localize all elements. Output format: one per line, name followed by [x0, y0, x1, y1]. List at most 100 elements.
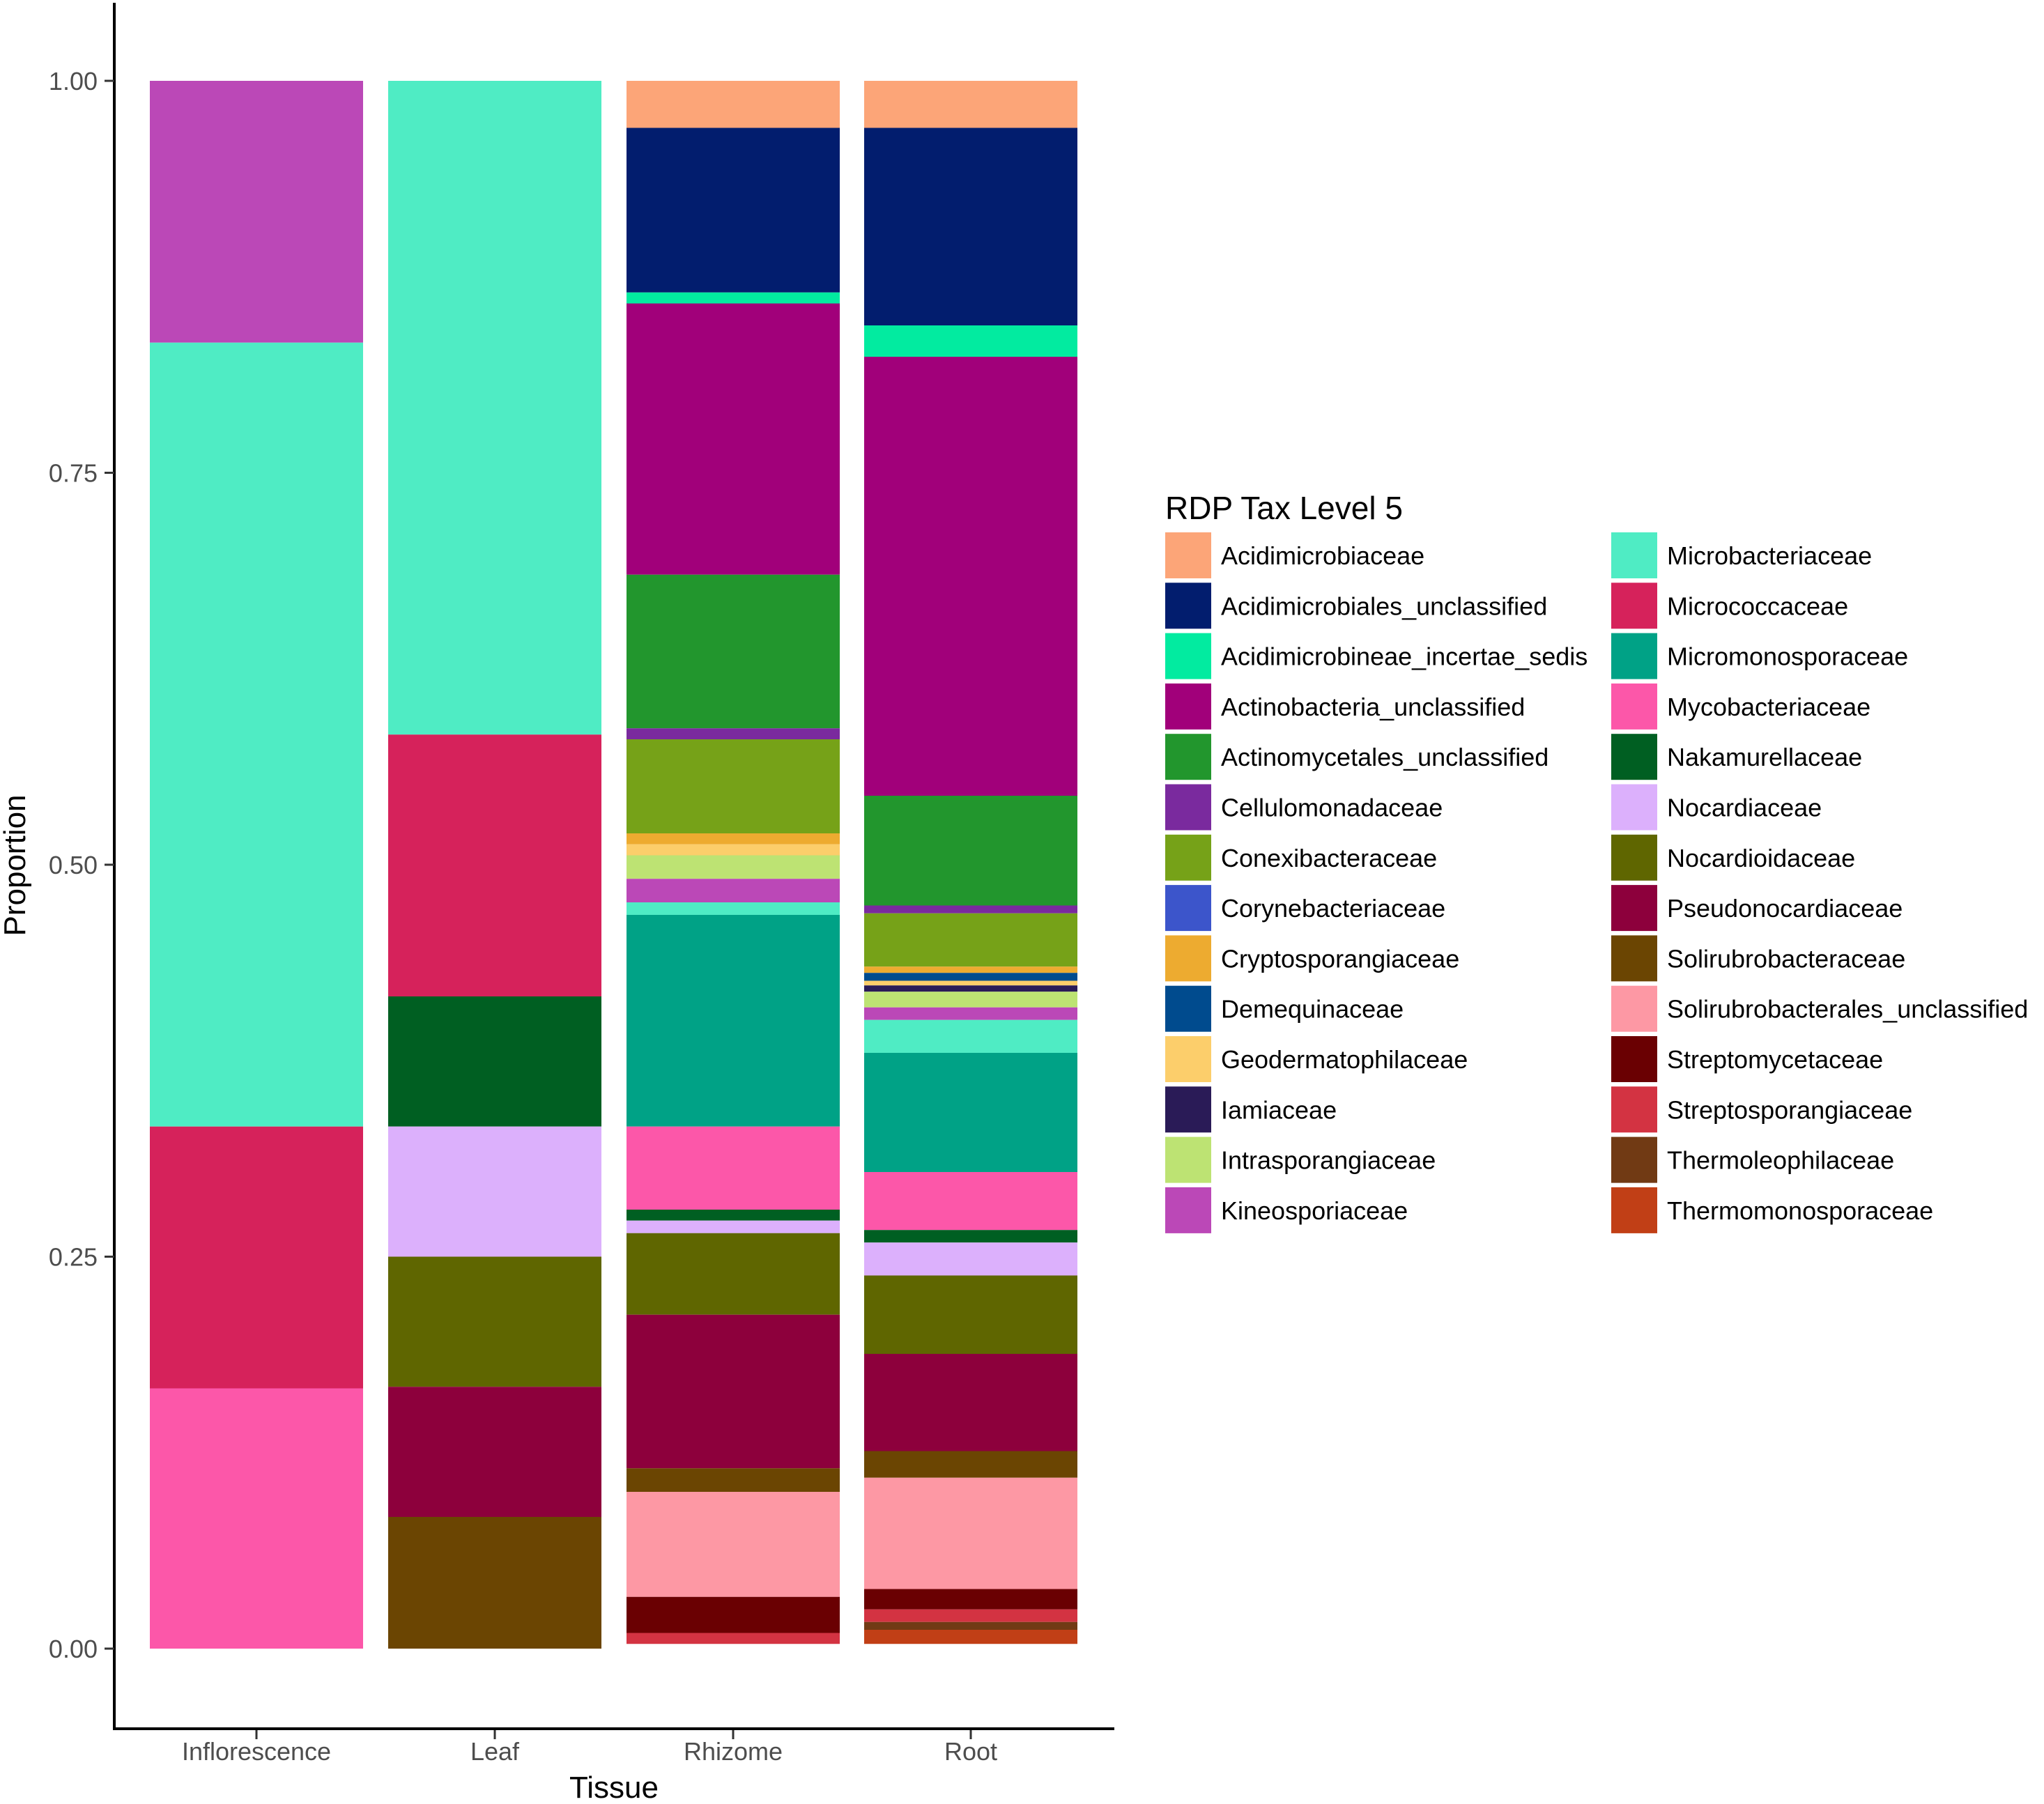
legend-label: Cryptosporangiaceae	[1221, 944, 1459, 973]
legend-label: Streptosporangiaceae	[1667, 1095, 1912, 1124]
axes-layer	[113, 3, 1114, 1730]
bar-segment-root-micromonosporaceae	[864, 1053, 1077, 1172]
y-ticks: 0.00 0.25 0.50 0.75 1.00	[49, 67, 114, 1663]
legend-item-nakamurellaceae: Nakamurellaceae	[1611, 734, 1862, 780]
bar-segment-root-iamiaceae	[864, 985, 1077, 992]
bar-segment-root-streptosporangiaceae	[864, 1609, 1077, 1622]
legend-swatch	[1611, 583, 1657, 629]
legend-swatch	[1165, 834, 1211, 881]
legend-label: Actinobacteria_unclassified	[1221, 693, 1525, 721]
legend-swatch	[1165, 985, 1211, 1032]
legend-label: Solirubrobacterales_unclassified	[1667, 995, 2028, 1024]
bar-segment-rhizome-cryptosporangiaceae	[627, 833, 840, 845]
legend-label: Actinomycetales_unclassified	[1221, 743, 1549, 771]
legend-label: Nocardiaceae	[1667, 794, 1822, 822]
bar-segment-root-actinomycetales-unclassified	[864, 796, 1077, 906]
x-ticks: Inflorescence Leaf Rhizome Root	[182, 1730, 997, 1766]
legend-item-streptomycetaceae: Streptomycetaceae	[1611, 1036, 1883, 1082]
legend-swatch	[1165, 683, 1211, 730]
bar-segment-rhizome-nakamurellaceae	[627, 1210, 840, 1221]
bar-segment-rhizome-geodermatophilaceae	[627, 844, 840, 856]
bar-segment-rhizome-cellulomonadaceae	[627, 728, 840, 739]
bar-segment-rhizome-acidimicrobiaceae	[627, 81, 840, 128]
legend-label: Iamiaceae	[1221, 1095, 1337, 1124]
bar-segment-root-solirubrobacterales-unclassified	[864, 1477, 1077, 1589]
bar-segment-root-acidimicrobineae-incertae-sedis	[864, 325, 1077, 357]
x-tick-label-rhizome: Rhizome	[684, 1737, 783, 1766]
legend-swatch	[1165, 532, 1211, 578]
legend-item-thermoleophilaceae: Thermoleophilaceae	[1611, 1136, 1894, 1183]
legend-label: Conexibacteraceae	[1221, 844, 1437, 872]
legend-swatch	[1165, 734, 1211, 780]
legend-item-actinomycetales-unclassified: Actinomycetales_unclassified	[1165, 734, 1549, 780]
legend-item-solirubrobacterales-unclassified: Solirubrobacterales_unclassified	[1611, 985, 2028, 1032]
legend-swatch	[1611, 1136, 1657, 1183]
legend-item-acidimicrobiaceae: Acidimicrobiaceae	[1165, 532, 1424, 578]
bar-segment-rhizome-conexibacteraceae	[627, 739, 840, 833]
bar-segment-leaf-solirubrobacteraceae	[388, 1517, 601, 1649]
legend-swatch	[1611, 734, 1657, 780]
legend-label: Micromonosporaceae	[1667, 642, 1908, 671]
legend-item-pseudonocardiaceae: Pseudonocardiaceae	[1611, 885, 1903, 932]
legend-swatch	[1165, 1086, 1211, 1133]
legend-swatch	[1611, 885, 1657, 932]
legend-label: Microbacteriaceae	[1667, 541, 1872, 570]
legend-swatch	[1611, 633, 1657, 679]
y-axis-title: Proportion	[0, 794, 32, 936]
legend-item-demequinaceae: Demequinaceae	[1165, 985, 1404, 1032]
legend-item-cryptosporangiaceae: Cryptosporangiaceae	[1165, 935, 1459, 982]
legend-swatch	[1165, 935, 1211, 982]
bar-segment-rhizome-micromonosporaceae	[627, 915, 840, 1127]
legend-swatch	[1165, 885, 1211, 932]
bar-segment-root-nocardiaceae	[864, 1242, 1077, 1276]
bar-segment-root-demequinaceae	[864, 973, 1077, 981]
legend-item-kineosporiaceae: Kineosporiaceae	[1165, 1187, 1408, 1233]
y-tick-label: 0.00	[49, 1635, 98, 1663]
legend-item-geodermatophilaceae: Geodermatophilaceae	[1165, 1036, 1468, 1082]
bar-segment-rhizome-acidimicrobineae-incertae-sedis	[627, 292, 840, 304]
bar-segment-inflorescence-microbacteriaceae	[150, 342, 363, 1127]
y-tick-label: 0.50	[49, 851, 98, 879]
bar-segment-root-acidimicrobiales-unclassified	[864, 128, 1077, 325]
legend-swatch	[1611, 532, 1657, 578]
bar-segment-root-mycobacteriaceae	[864, 1172, 1077, 1231]
legend-label: Acidimicrobineae_incertae_sedis	[1221, 642, 1588, 671]
legend-item-nocardioidaceae: Nocardioidaceae	[1611, 834, 1855, 881]
legend-label: Thermoleophilaceae	[1667, 1146, 1894, 1175]
bar-segment-rhizome-intrasporangiaceae	[627, 855, 840, 879]
legend-label: Intrasporangiaceae	[1221, 1146, 1436, 1175]
legend-item-nocardiaceae: Nocardiaceae	[1611, 784, 1822, 831]
legend-label: Geodermatophilaceae	[1221, 1045, 1468, 1074]
bar-segment-rhizome-nocardioidaceae	[627, 1233, 840, 1315]
legend-swatch	[1611, 1086, 1657, 1133]
legend-swatch	[1165, 1036, 1211, 1082]
bar-segment-root-acidimicrobiaceae	[864, 81, 1077, 128]
legend-label: Acidimicrobiaceae	[1221, 541, 1424, 570]
legend-item-intrasporangiaceae: Intrasporangiaceae	[1165, 1136, 1436, 1183]
legend-item-iamiaceae: Iamiaceae	[1165, 1086, 1337, 1133]
x-tick-label-leaf: Leaf	[470, 1737, 520, 1766]
bar-segment-root-actinobacteria-unclassified	[864, 357, 1077, 796]
bar-segment-root-microbacteriaceae	[864, 1019, 1077, 1053]
y-tick-label: 0.75	[49, 459, 98, 488]
bar-segment-leaf-micrococcaceae	[388, 734, 601, 996]
bar-segment-leaf-nocardiaceae	[388, 1126, 601, 1257]
x-axis-title: Tissue	[569, 1771, 659, 1804]
legend-item-micrococcaceae: Micrococcaceae	[1611, 583, 1848, 629]
bar-segment-rhizome-mycobacteriaceae	[627, 1126, 840, 1210]
legend-item-cellulomonadaceae: Cellulomonadaceae	[1165, 784, 1443, 831]
legend-label: Acidimicrobiales_unclassified	[1221, 592, 1547, 620]
bar-segment-rhizome-streptomycetaceae	[627, 1596, 840, 1633]
legend-swatch	[1165, 633, 1211, 679]
bar-segment-root-conexibacteraceae	[864, 913, 1077, 967]
legend-swatch	[1611, 683, 1657, 730]
bar-segment-root-cryptosporangiaceae	[864, 966, 1077, 973]
legend-items: Acidimicrobiaceae Acidimicrobiales_unclas…	[1165, 532, 2028, 1233]
legend-swatch	[1611, 985, 1657, 1032]
bar-segment-rhizome-solirubrobacterales-unclassified	[627, 1492, 840, 1597]
bar-segment-rhizome-kineosporiaceae	[627, 879, 840, 902]
legend-swatch	[1165, 583, 1211, 629]
legend-label: Nocardioidaceae	[1667, 844, 1855, 872]
x-tick-label-inflorescence: Inflorescence	[182, 1737, 331, 1766]
